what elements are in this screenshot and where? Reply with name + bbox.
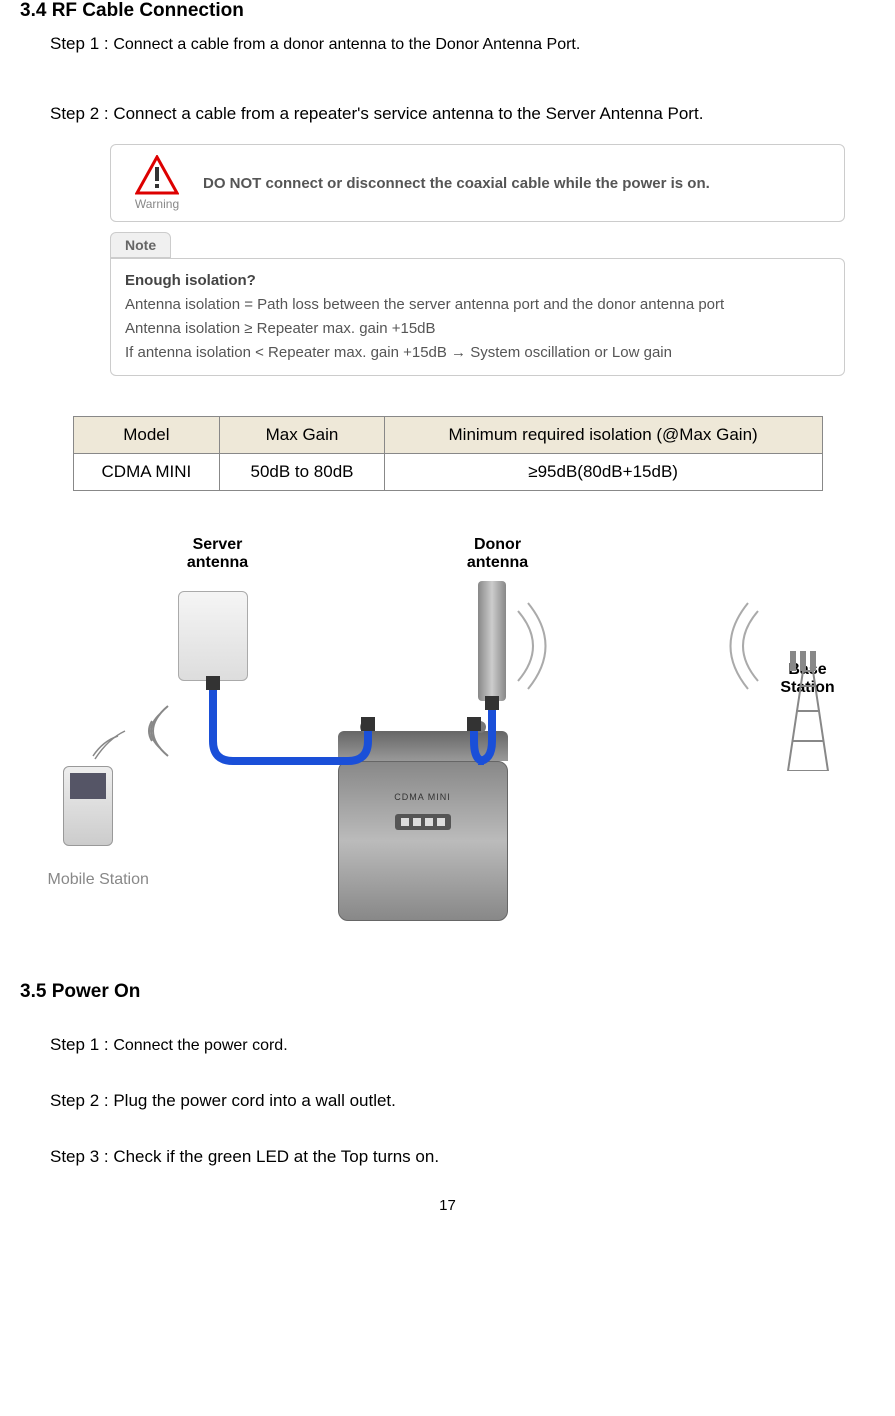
power-step3: Step 3 : Check if the green LED at the T… [50,1147,875,1167]
base-tower-icon [778,651,838,771]
mobile-phone-icon [48,751,128,861]
td-maxgain: 50dB to 80dB [220,454,384,491]
td-minreq: ≥95dB(80dB+15dB) [384,454,822,491]
note-title: Enough isolation? [125,269,830,293]
p-step1-text: Connect the power cord. [113,1037,287,1054]
note-line3: If antenna isolation < Repeater max. gai… [125,341,830,365]
warning-icon: Warning [125,155,189,211]
section-title-power: 3.5 Power On [20,981,875,1003]
note-tag: Note [110,232,171,258]
p-step2-label: Step 2 : [50,1091,113,1110]
rf-step1: Step 1 : Connect a cable from a donor an… [50,34,875,54]
note-box: Enough isolation? Antenna isolation = Pa… [110,258,845,376]
repeater-device-icon: CDMA MINI [338,761,508,921]
p-step3-text: Check if the green LED at the Top turns … [113,1147,439,1166]
section-title-rf: 3.4 RF Cable Connection [20,0,875,22]
p-step1-label: Step 1 : [50,1035,113,1054]
step1-text: Connect a cable from a donor antenna to … [113,36,580,53]
connection-diagram: Server antenna Donor antenna Base Statio… [48,531,848,941]
power-step2: Step 2 : Plug the power cord into a wall… [50,1091,875,1111]
th-minreq: Minimum required isolation (@Max Gain) [384,417,822,454]
step2-text: Connect a cable from a repeater's servic… [113,104,703,123]
note-line1: Antenna isolation = Path loss between th… [125,293,830,317]
warning-text: DO NOT connect or disconnect the coaxial… [203,175,710,192]
p-step2-text: Plug the power cord into a wall outlet. [113,1091,396,1110]
mobile-station-label: Mobile Station [48,871,149,889]
signal-arcs-donor [508,591,768,711]
step2-label: Step 2 : [50,104,113,123]
note-line2: Antenna isolation ≥ Repeater max. gain +… [125,317,830,341]
server-antenna-label: Server antenna [178,536,258,572]
p-step3-label: Step 3 : [50,1147,113,1166]
donor-antenna-label: Donor antenna [458,536,538,572]
td-model: CDMA MINI [73,454,220,491]
step1-label: Step 1 : [50,34,113,53]
device-label: CDMA MINI [339,792,507,802]
th-model: Model [73,417,220,454]
page-number: 17 [20,1197,875,1214]
server-antenna-icon [178,591,248,681]
donor-antenna-icon [478,581,506,701]
th-maxgain: Max Gain [220,417,384,454]
spec-table: Model Max Gain Minimum required isolatio… [73,416,823,491]
rf-step2: Step 2 : Connect a cable from a repeater… [50,104,875,124]
warning-box: Warning DO NOT connect or disconnect the… [110,144,845,222]
warning-caption: Warning [125,197,189,211]
repeater-top [338,731,508,761]
power-step1: Step 1 : Connect the power cord. [50,1035,875,1055]
